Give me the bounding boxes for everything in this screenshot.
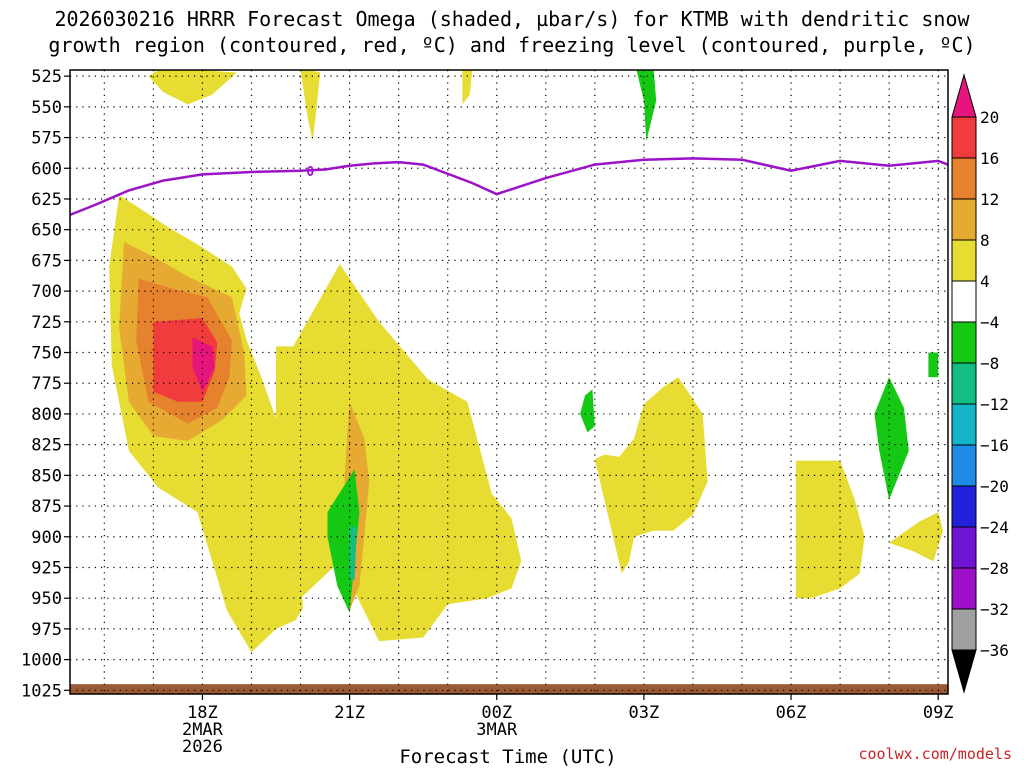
- x-tick-label: 2MAR: [182, 720, 224, 740]
- y-tick-label: 950: [31, 589, 62, 609]
- x-axis-label: Forecast Time (UTC): [399, 746, 616, 768]
- y-tick-label: 875: [31, 497, 62, 517]
- omega-region-top-negative-a: [636, 70, 657, 142]
- y-tick-label: 675: [31, 251, 62, 271]
- omega-region-top-positive-c: [462, 70, 473, 105]
- omega-region-right-positive-4: [594, 377, 708, 574]
- colorbar-label: −12: [980, 395, 1009, 414]
- colorbar-label: −32: [980, 600, 1009, 619]
- colorbar-swatch: [951, 567, 977, 610]
- y-tick-label: 750: [31, 344, 62, 364]
- freezing-level-label: 0: [306, 165, 314, 180]
- y-tick-label: 625: [31, 190, 62, 210]
- credit-link[interactable]: coolwx.com/models: [858, 745, 1012, 763]
- chart-title-line2: growth region (contoured, red, ºC) and f…: [48, 33, 975, 57]
- y-tick-label: 650: [31, 221, 62, 241]
- colorbar-swatch: [951, 485, 977, 528]
- y-tick-label: 850: [31, 466, 62, 486]
- omega-region-right-positive-4b: [795, 460, 865, 599]
- colorbar-swatch: [951, 608, 977, 651]
- y-tick-label: 825: [31, 436, 62, 456]
- plot-area: 0: [69, 69, 949, 695]
- omega-region-neg-right-c: [928, 352, 939, 378]
- colorbar: 20 16 12 8 4 −4 −8 −12 −16 −20 −24 −28 −32 −36: [951, 73, 1009, 694]
- y-tick-label: 525: [31, 67, 62, 87]
- colorbar-label: −20: [980, 477, 1009, 496]
- x-tick-label: 00Z: [481, 703, 512, 723]
- colorbar-swatch: [951, 239, 977, 282]
- colorbar-label: −24: [980, 518, 1009, 537]
- x-tick-label: 06Z: [776, 703, 807, 723]
- y-tick-label: 700: [31, 282, 62, 302]
- y-axis: 525 550 575 600 625 650 675 700 725 750 775 800 825 8…: [21, 67, 70, 701]
- colorbar-label: 8: [980, 231, 990, 250]
- freezing-level-line: [69, 157, 949, 217]
- omega-region-big-positive-20: [192, 337, 215, 392]
- omega-region-neg-mid-b: [580, 389, 595, 433]
- colorbar-label: −8: [980, 354, 999, 373]
- colorbar-swatch: [951, 157, 977, 200]
- x-tick-label: 18Z: [187, 703, 218, 723]
- omega-region-neg-right-d: [874, 377, 909, 500]
- colorbar-top-arrow: [951, 73, 977, 118]
- y-tick-label: 725: [31, 313, 62, 333]
- y-tick-label: 900: [31, 528, 62, 548]
- omega-region-top-positive-a: [148, 70, 237, 105]
- y-tick-label: 1025: [21, 681, 62, 701]
- y-tick-label: 925: [31, 558, 62, 578]
- x-tick-label: 21Z: [334, 703, 365, 723]
- x-tick-label: 2026: [182, 737, 223, 757]
- y-tick-label: 1000: [21, 651, 62, 671]
- colorbar-label: −28: [980, 559, 1009, 578]
- colorbar-swatch: [951, 444, 977, 487]
- plot-frame: [69, 69, 949, 695]
- colorbar-swatch: [951, 526, 977, 569]
- colorbar-label: −4: [980, 313, 999, 332]
- y-tick-label: 575: [31, 129, 62, 149]
- colorbar-label: 16: [980, 149, 999, 168]
- omega-region-far-right-positive-4: [889, 512, 944, 562]
- y-tick-label: 775: [31, 374, 62, 394]
- colorbar-swatch: [951, 321, 977, 364]
- x-tick-label: 3MAR: [476, 720, 518, 740]
- chart-title-line1: 2026030216 HRRR Forecast Omega (shaded, …: [54, 7, 970, 31]
- colorbar-bottom-arrow: [951, 649, 977, 694]
- omega-region-top-positive-b: [300, 70, 321, 142]
- y-tick-label: 800: [31, 405, 62, 425]
- colorbar-label: 20: [980, 108, 999, 127]
- y-tick-label: 975: [31, 620, 62, 640]
- x-tick-label: 03Z: [629, 703, 660, 723]
- y-tick-label: 600: [31, 159, 62, 179]
- omega-region-neg-left-a-core: [349, 526, 357, 580]
- colorbar-swatch: [951, 362, 977, 405]
- colorbar-label: −36: [980, 641, 1009, 660]
- surface-band: [70, 684, 948, 694]
- colorbar-swatch: [951, 403, 977, 446]
- y-tick-label: 550: [31, 98, 62, 118]
- colorbar-swatch: [951, 198, 977, 241]
- colorbar-label: 12: [980, 190, 999, 209]
- colorbar-swatch: [951, 116, 977, 159]
- colorbar-swatch: [951, 280, 977, 323]
- colorbar-label: −16: [980, 436, 1009, 455]
- x-tick-label: 09Z: [923, 703, 954, 723]
- colorbar-label: 4: [980, 272, 990, 291]
